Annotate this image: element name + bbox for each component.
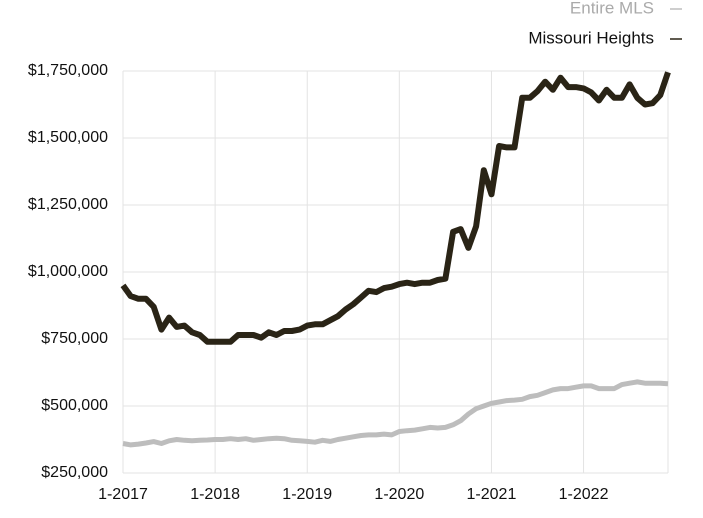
y-tick-label: $1,000,000 (28, 263, 108, 280)
series-line (122, 379, 669, 448)
y-tick-label: $750,000 (41, 330, 108, 347)
legend-label: Missouri Heights (528, 28, 654, 47)
x-tick-label: 1-2021 (467, 486, 517, 503)
y-tick-label: $1,250,000 (28, 196, 108, 213)
x-tick-label: 1-2017 (98, 486, 148, 503)
y-tick-label: $1,750,000 (28, 62, 108, 79)
x-tick-label: 1-2019 (282, 486, 332, 503)
series-line (120, 71, 671, 345)
x-tick-label: 1-2022 (559, 486, 609, 503)
x-tick-label: 1-2018 (190, 486, 240, 503)
y-tick-label: $250,000 (41, 464, 108, 481)
y-tick-label: $500,000 (41, 397, 108, 414)
y-tick-label: $1,500,000 (28, 129, 108, 146)
legend-label: Entire MLS (570, 0, 654, 17)
x-tick-label: 1-2020 (374, 486, 424, 503)
